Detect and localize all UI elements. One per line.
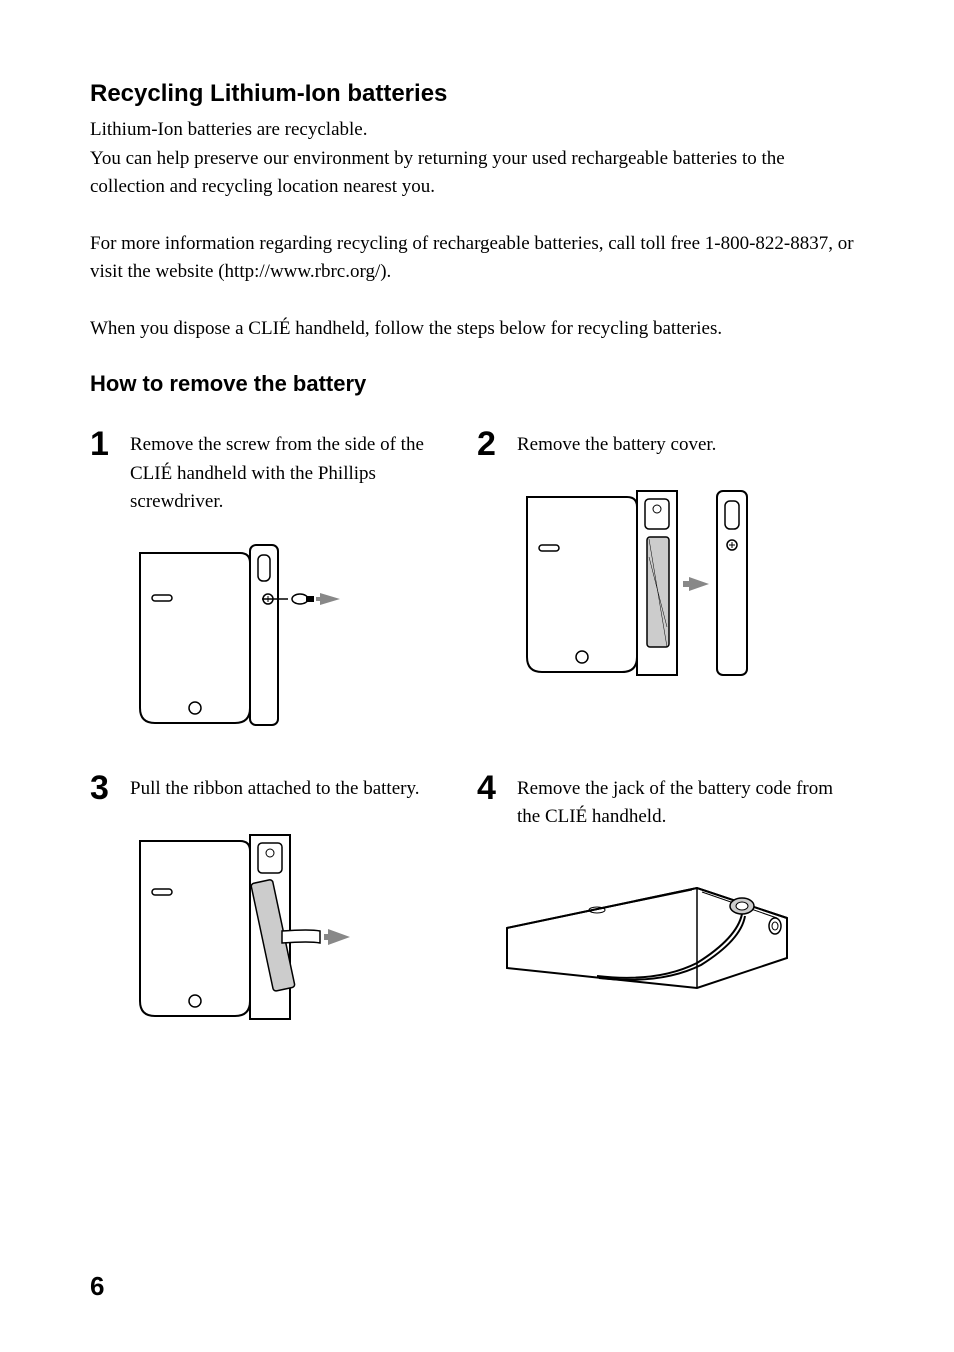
step-3: 3 Pull the ribbon attached to the batter… bbox=[90, 771, 477, 1059]
step-1-header: 1 Remove the screw from the side of the … bbox=[90, 427, 457, 517]
step-1-image bbox=[110, 533, 457, 733]
step-2-text: Remove the battery cover. bbox=[517, 427, 716, 460]
step-3-number: 3 bbox=[90, 771, 114, 805]
step-4: 4 Remove the jack of the battery code fr… bbox=[477, 771, 864, 1059]
steps-container: 1 Remove the screw from the side of the … bbox=[90, 427, 864, 1059]
step-1-number: 1 bbox=[90, 427, 114, 461]
step-3-header: 3 Pull the ribbon attached to the batter… bbox=[90, 771, 457, 805]
page-number: 6 bbox=[90, 1271, 104, 1302]
para1-line2: You can help preserve our environment by… bbox=[90, 148, 785, 198]
step-2-header: 2 Remove the battery cover. bbox=[477, 427, 844, 461]
para1-line1: Lithium-Ion batteries are recyclable. bbox=[90, 119, 367, 140]
step-2-number: 2 bbox=[477, 427, 501, 461]
sub-title: How to remove the battery bbox=[90, 371, 864, 397]
paragraph-1: Lithium-Ion batteries are recyclable. Yo… bbox=[90, 116, 864, 202]
step-1: 1 Remove the screw from the side of the … bbox=[90, 427, 477, 761]
step-2-image bbox=[497, 477, 844, 687]
section-title: Recycling Lithium-Ion batteries bbox=[90, 80, 864, 108]
paragraph-3: When you dispose a CLIÉ handheld, follow… bbox=[90, 315, 864, 344]
step-3-image bbox=[110, 821, 457, 1031]
step-4-text: Remove the jack of the battery code from… bbox=[517, 771, 844, 832]
step-4-image bbox=[497, 848, 844, 1008]
step-4-header: 4 Remove the jack of the battery code fr… bbox=[477, 771, 844, 832]
step-4-number: 4 bbox=[477, 771, 501, 805]
paragraph-2: For more information regarding recycling… bbox=[90, 230, 864, 287]
step-3-text: Pull the ribbon attached to the battery. bbox=[130, 771, 420, 804]
step-2: 2 Remove the battery cover. bbox=[477, 427, 864, 761]
step-1-text: Remove the screw from the side of the CL… bbox=[130, 427, 457, 517]
